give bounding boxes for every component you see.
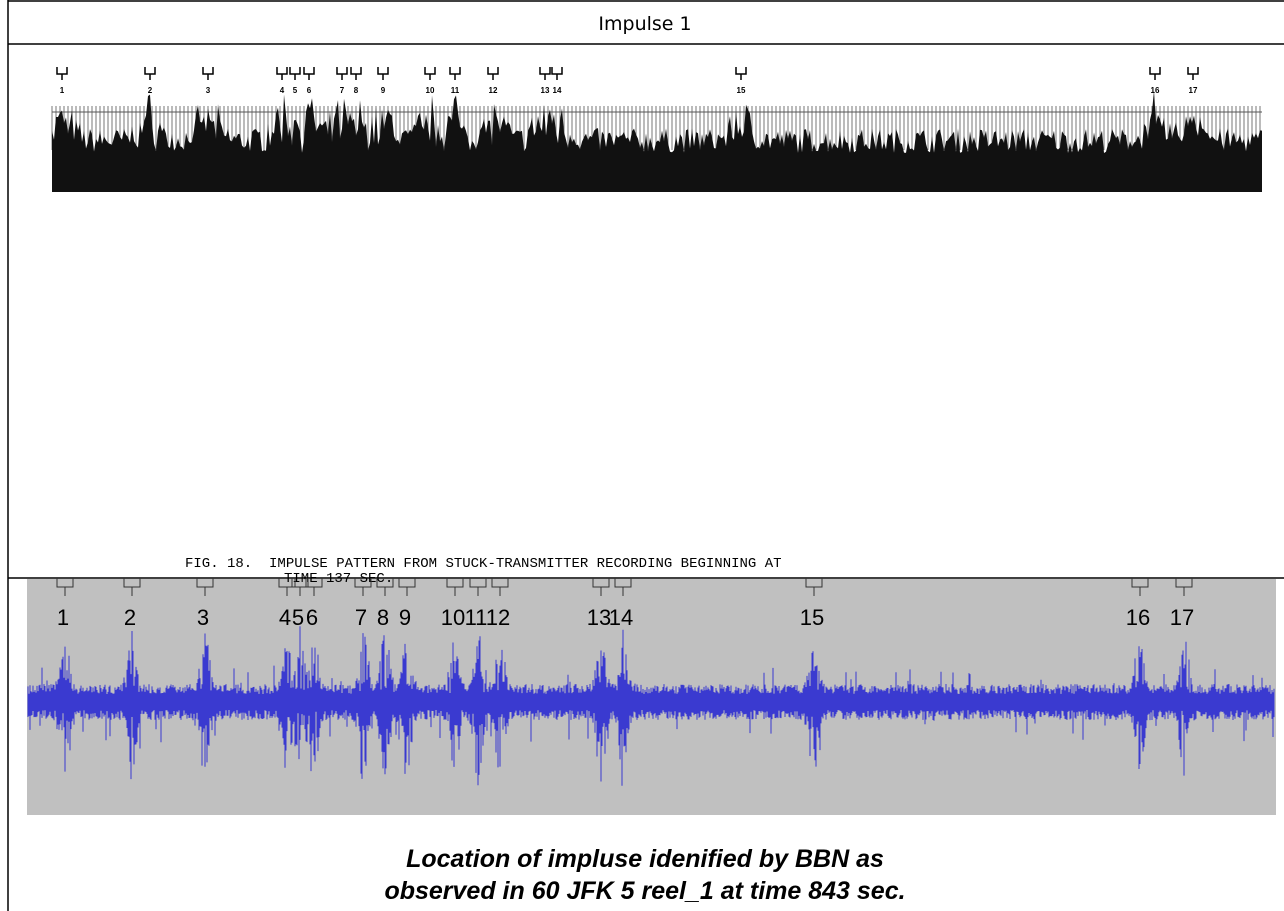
marker-label: 12	[486, 605, 510, 630]
marker-label: 9	[381, 86, 386, 95]
marker-label: 17	[1189, 86, 1198, 95]
marker-label: 2	[124, 605, 136, 630]
marker-label: 10	[441, 605, 465, 630]
marker-bracket	[196, 578, 214, 596]
marker-label: 15	[800, 605, 824, 630]
marker-label: 12	[489, 86, 498, 95]
marker-label: 17	[1170, 605, 1194, 630]
table-borders	[7, 0, 1284, 911]
marker-bracket	[305, 578, 323, 596]
figure-caption: observed in 60 JFK 5 reel_1 at time 843 …	[384, 877, 905, 905]
figure-caption: FIG. 18. IMPULSE PATTERN FROM STUCK-TRAN…	[185, 556, 782, 572]
marker-bracket	[1175, 578, 1193, 596]
marker-bracket	[1131, 578, 1149, 596]
marker-bracket	[144, 67, 156, 80]
marker-label: 11	[465, 605, 488, 630]
marker-label: 7	[355, 605, 367, 630]
figure-caption: Location of impluse idenified by BBN as	[406, 845, 884, 873]
marker-bracket	[805, 578, 823, 596]
marker-label: 4	[280, 86, 285, 95]
marker-label: 16	[1151, 86, 1160, 95]
waveform	[52, 90, 1262, 192]
marker-bracket	[1187, 67, 1199, 80]
marker-label: 10	[426, 86, 435, 95]
marker-label: 3	[206, 86, 211, 95]
marker-bracket	[446, 578, 464, 596]
marker-bracket	[735, 67, 747, 80]
marker-bracket	[303, 67, 315, 80]
marker-bracket	[398, 578, 416, 596]
marker-bracket	[614, 578, 632, 596]
marker-label: 5	[293, 86, 298, 95]
marker-label: 8	[354, 86, 359, 95]
waveform	[27, 626, 1275, 786]
marker-bracket	[1149, 67, 1161, 80]
marker-bracket	[592, 578, 610, 596]
marker-bracket	[350, 67, 362, 80]
marker-label: 16	[1126, 605, 1150, 630]
marker-bracket	[56, 578, 74, 596]
marker-bracket	[539, 67, 551, 80]
marker-label: 6	[307, 86, 312, 95]
header-title: Impulse 1	[598, 13, 691, 35]
marker-label: 14	[553, 86, 562, 95]
marker-label: 1	[57, 605, 69, 630]
marker-bracket	[354, 578, 372, 596]
marker-label: 5	[292, 605, 304, 630]
marker-bracket	[377, 67, 389, 80]
marker-bracket	[278, 578, 296, 596]
marker-label: 15	[737, 86, 746, 95]
marker-bracket	[469, 578, 487, 596]
marker-bracket	[336, 67, 348, 80]
marker-label: 14	[609, 605, 633, 630]
marker-label: 9	[399, 605, 411, 630]
marker-bracket	[487, 67, 499, 80]
marker-label: 8	[377, 605, 389, 630]
figure-caption: TIME 137 SEC.	[284, 571, 393, 587]
marker-label: 13	[541, 86, 550, 95]
marker-label: 13	[587, 605, 611, 630]
marker-bracket	[424, 67, 436, 80]
marker-bracket	[376, 578, 394, 596]
marker-label: 7	[340, 86, 345, 95]
marker-label: 2	[148, 86, 153, 95]
marker-label: 4	[279, 605, 291, 630]
marker-bracket	[449, 67, 461, 80]
marker-bracket	[551, 67, 563, 80]
marker-bracket	[123, 578, 141, 596]
marker-label: 6	[306, 605, 318, 630]
marker-label: 1	[60, 86, 65, 95]
marker-bracket	[291, 578, 309, 596]
marker-bracket	[202, 67, 214, 80]
marker-label: 3	[197, 605, 209, 630]
marker-bracket	[491, 578, 509, 596]
marker-bracket	[56, 67, 68, 80]
marker-bracket	[276, 67, 288, 80]
marker-bracket	[289, 67, 301, 80]
marker-label: 11	[451, 86, 460, 95]
